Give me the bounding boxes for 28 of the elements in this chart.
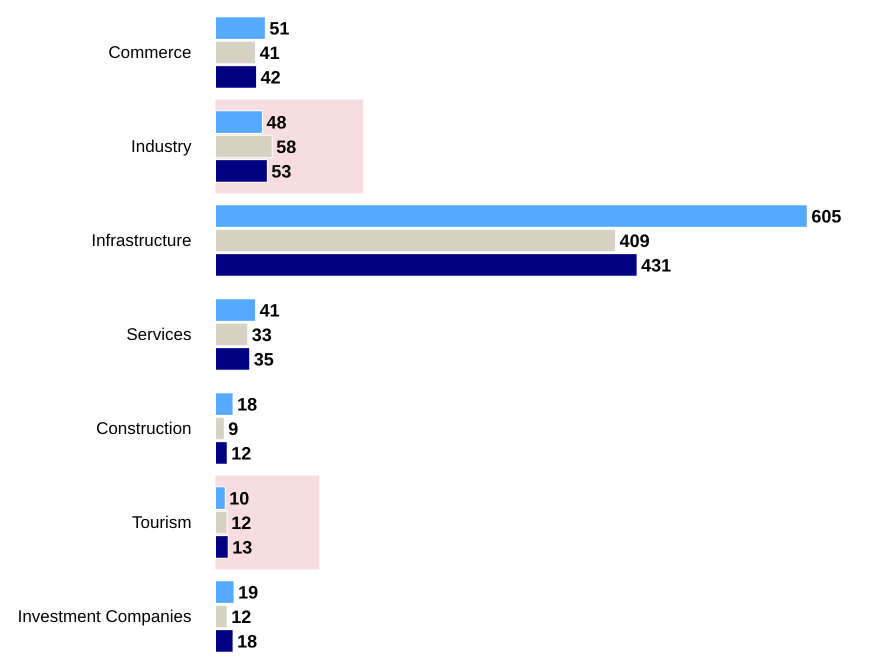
y-tick-label: Construction bbox=[96, 419, 192, 438]
data-label: 13 bbox=[232, 537, 252, 558]
data-label: 33 bbox=[252, 325, 272, 345]
data-label: 605 bbox=[811, 206, 842, 227]
data-label: 51 bbox=[269, 18, 290, 39]
data-label: 10 bbox=[229, 488, 250, 509]
data-label: 9 bbox=[228, 419, 238, 439]
data-label: 42 bbox=[260, 67, 281, 88]
data-label: 12 bbox=[231, 443, 252, 464]
data-label: 18 bbox=[237, 394, 258, 415]
data-label: 41 bbox=[260, 300, 280, 321]
y-tick-label: Commerce bbox=[108, 43, 192, 62]
data-label: 35 bbox=[254, 349, 274, 370]
data-label: 19 bbox=[238, 582, 258, 603]
y-tick-label: Industry bbox=[131, 137, 192, 156]
data-label: 12 bbox=[231, 513, 252, 533]
data-label: 41 bbox=[260, 43, 280, 63]
y-tick-label: Tourism bbox=[132, 513, 192, 532]
data-label: 12 bbox=[231, 607, 252, 627]
data-label: 48 bbox=[266, 112, 286, 133]
data-label: 18 bbox=[237, 631, 258, 652]
data-label: 431 bbox=[641, 255, 672, 276]
data-label: 53 bbox=[271, 161, 292, 182]
y-tick-label: Investment Companies bbox=[18, 607, 192, 626]
y-tick-label: Services bbox=[126, 325, 192, 344]
data-label: 409 bbox=[620, 231, 650, 251]
y-tick-label: Infrastructure bbox=[91, 231, 192, 250]
data-label: 58 bbox=[276, 137, 296, 157]
